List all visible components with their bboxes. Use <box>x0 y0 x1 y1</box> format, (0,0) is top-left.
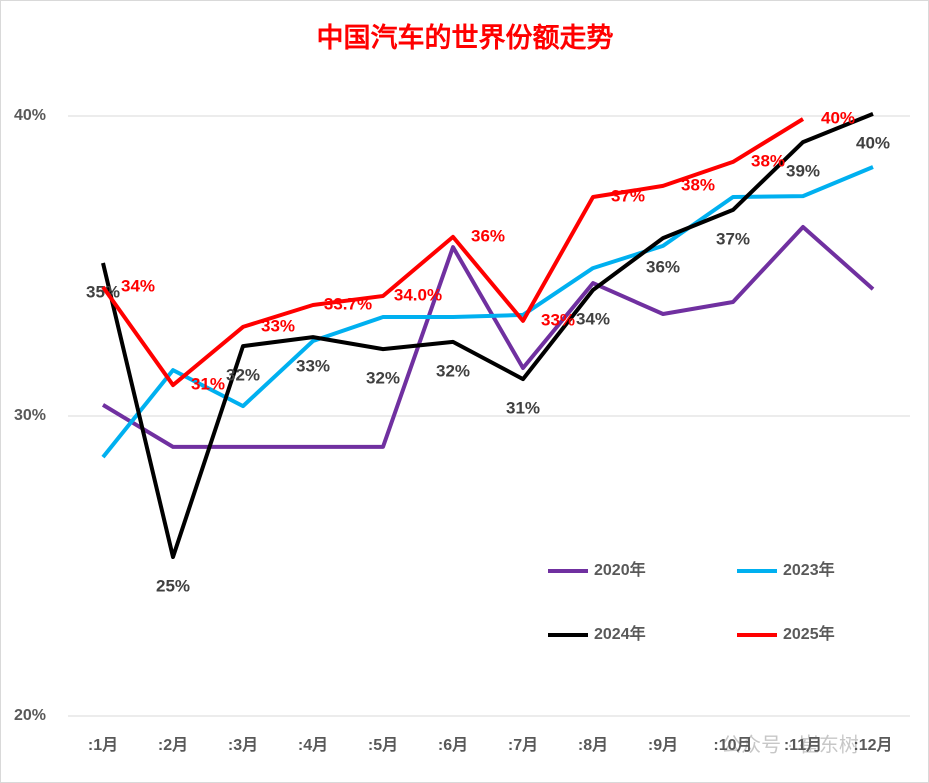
data-label: 40% <box>856 133 890 152</box>
data-label: 32% <box>226 366 260 385</box>
data-label: 38% <box>681 175 715 194</box>
data-label: 34.0% <box>394 285 442 304</box>
y-tick-label: 20% <box>14 707 46 724</box>
series-line <box>101 112 874 559</box>
x-tick-label: :7月 <box>508 736 538 754</box>
series-line <box>101 225 875 449</box>
data-label: 33% <box>261 316 295 335</box>
legend-label: 2025年 <box>783 624 835 643</box>
data-label: 37% <box>611 186 645 205</box>
x-tick-label: :3月 <box>228 736 258 754</box>
data-label: 38% <box>751 151 785 170</box>
data-label: 33% <box>541 310 575 329</box>
data-label: 31% <box>506 399 540 418</box>
data-label: 36% <box>471 226 505 245</box>
data-label: 39% <box>786 162 820 181</box>
y-tick-label: 40% <box>14 107 46 124</box>
data-label: 33.7% <box>324 294 372 313</box>
legend-label: 2023年 <box>783 560 835 579</box>
x-tick-label: :1月 <box>88 736 118 754</box>
data-label: 32% <box>436 361 470 380</box>
x-tick-label: :5月 <box>368 736 398 754</box>
data-label: 35% <box>86 282 120 301</box>
data-label: 34% <box>121 276 155 295</box>
x-tick-label: :11月 <box>784 736 822 754</box>
data-label: 32% <box>366 369 400 388</box>
data-label: 33% <box>296 357 330 376</box>
y-tick-label: 30% <box>14 407 46 424</box>
x-tick-label: :10月 <box>713 736 752 754</box>
data-label: 36% <box>646 258 680 277</box>
legend-label: 2024年 <box>594 624 646 643</box>
watermark: 公众号 · 崔东树 <box>721 733 859 756</box>
x-tick-label: :4月 <box>298 736 328 754</box>
data-label: 34% <box>576 309 610 328</box>
legend-label: 2020年 <box>594 560 646 579</box>
data-label: 25% <box>156 576 190 595</box>
x-tick-label: :8月 <box>578 736 608 754</box>
data-label: 37% <box>716 229 750 248</box>
x-tick-label: :2月 <box>158 736 188 754</box>
chart-title: 中国汽车的世界份额走势 <box>317 22 614 53</box>
data-label: 31% <box>191 375 225 394</box>
data-label: 40% <box>821 108 855 127</box>
x-tick-label: :12月 <box>853 736 892 754</box>
series-line <box>101 117 805 388</box>
x-tick-label: :6月 <box>438 736 468 754</box>
x-tick-label: :9月 <box>648 736 678 754</box>
